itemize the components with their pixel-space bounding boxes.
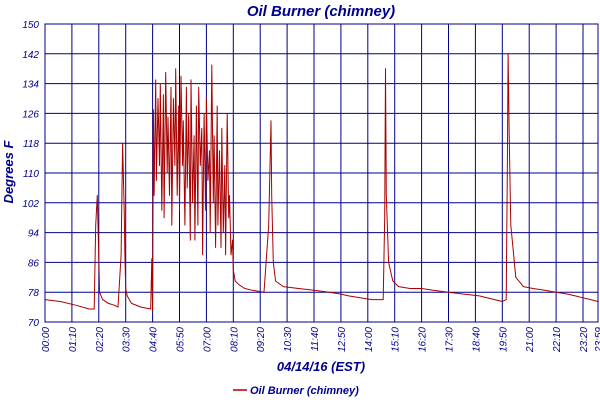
x-tick-label: 02:20 bbox=[95, 327, 106, 352]
y-tick-label: 126 bbox=[22, 109, 39, 120]
x-axis-label: 04/14/16 (EST) bbox=[277, 359, 365, 374]
x-tick-label: 01:10 bbox=[68, 327, 79, 352]
y-tick-label: 134 bbox=[22, 80, 39, 91]
y-tick-label: 78 bbox=[28, 288, 40, 299]
x-tick-label: 00:00 bbox=[41, 327, 52, 352]
x-tick-label: 18:40 bbox=[471, 327, 482, 352]
x-tick-label: 14:00 bbox=[364, 327, 375, 352]
x-tick-label: 15:10 bbox=[391, 327, 402, 352]
plot-frame bbox=[44, 23, 599, 323]
x-tick-label: 19:50 bbox=[498, 327, 509, 352]
x-tick-label: 12:50 bbox=[337, 327, 348, 352]
chart-title: Oil Burner (chimney) bbox=[247, 3, 395, 20]
y-tick-label: 70 bbox=[28, 318, 40, 329]
x-tick-label: 05:50 bbox=[176, 327, 187, 352]
y-tick-label: 110 bbox=[23, 169, 39, 180]
y-tick-label: 142 bbox=[22, 50, 39, 61]
y-axis-label: Degrees F bbox=[1, 140, 16, 204]
y-tick-label: 86 bbox=[28, 258, 40, 269]
grid bbox=[44, 23, 599, 323]
y-tick-label: 102 bbox=[22, 199, 39, 210]
y-tick-label: 118 bbox=[23, 139, 39, 150]
x-tick-label: 07:00 bbox=[202, 327, 213, 352]
x-tick-label: 16:20 bbox=[418, 327, 429, 352]
x-tick-label: 17:30 bbox=[445, 327, 456, 352]
x-tick-label: 11:40 bbox=[310, 327, 321, 352]
x-tick-label: 22:10 bbox=[552, 327, 563, 353]
series-group bbox=[44, 53, 599, 312]
x-tick-label: 21:00 bbox=[525, 327, 536, 353]
x-tick-label: 23:59 bbox=[594, 327, 600, 353]
x-tick-label: 08:10 bbox=[229, 327, 240, 352]
x-tick-labels: 00:00 01:10 02:20 03:30 04:40 05:50 07:00 08:10… bbox=[41, 327, 600, 353]
x-tick-label: 10:30 bbox=[283, 327, 294, 352]
y-tick-label: 150 bbox=[22, 20, 39, 31]
x-tick-label: 04:40 bbox=[149, 327, 160, 352]
legend-label: Oil Burner (chimney) bbox=[250, 385, 359, 397]
x-tick-label: 23:20 bbox=[579, 327, 590, 353]
y-tick-label: 94 bbox=[28, 229, 40, 240]
y-tick-labels: 70 78 86 94 102 110 118 126 134 142 150 bbox=[22, 20, 39, 329]
x-tick-label: 09:20 bbox=[256, 327, 267, 352]
series-line bbox=[44, 53, 599, 312]
x-tick-label: 03:30 bbox=[122, 327, 133, 352]
legend: Oil Burner (chimney) bbox=[233, 385, 359, 397]
